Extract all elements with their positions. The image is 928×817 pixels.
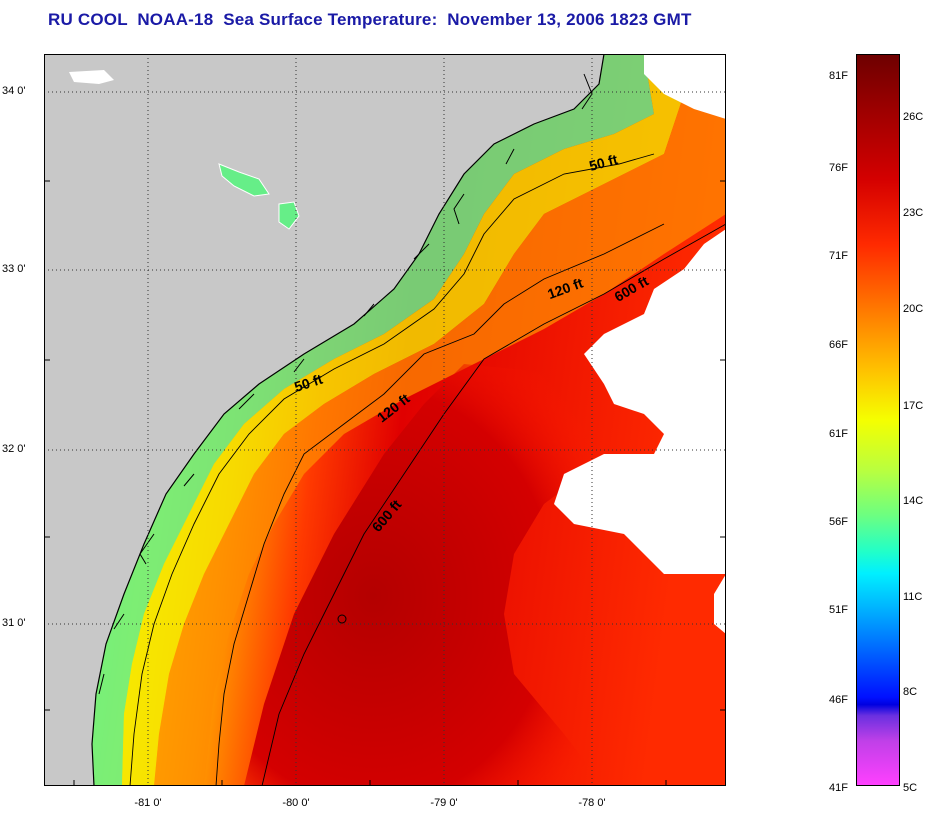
lat-label: 34 0' <box>2 85 26 97</box>
scale-label-fahrenheit: 66F <box>829 339 848 351</box>
scale-label-fahrenheit: 41F <box>829 782 848 794</box>
scale-label-fahrenheit: 76F <box>829 162 848 174</box>
lat-label: 31 0' <box>2 617 26 629</box>
midshelf-band <box>122 54 684 786</box>
map-grid <box>44 54 726 786</box>
nearshore-cool-band <box>92 54 654 786</box>
scale-label-celsius: 11C <box>903 591 923 603</box>
scale-label-fahrenheit: 81F <box>829 70 848 82</box>
lake-3 <box>69 70 114 84</box>
lon-label: -80 0' <box>282 797 310 809</box>
contour-label: 50 ft <box>587 151 619 174</box>
map-frame <box>44 54 726 786</box>
scale-label-fahrenheit: 51F <box>829 604 848 616</box>
color-scale-bar <box>856 54 900 786</box>
scale-label-fahrenheit: 71F <box>829 250 848 262</box>
lake-1 <box>218 163 270 197</box>
scale-label-celsius: 8C <box>903 686 918 698</box>
scale-label-celsius: 26C <box>903 111 924 123</box>
axis-ticks <box>44 180 726 786</box>
lon-label: -81 0' <box>134 797 162 809</box>
contour-600ft <box>261 223 726 786</box>
lat-label: 32 0' <box>2 443 26 455</box>
gulf-stream-core <box>244 364 614 786</box>
sst-map[interactable]: 50 ft 50 ft 120 ft 120 ft 600 ft 600 ft <box>44 54 726 786</box>
cloud-mask-north <box>644 54 726 119</box>
scale-label-celsius: 17C <box>903 400 924 412</box>
lon-label: -79 0' <box>430 797 458 809</box>
cloud-mask-southeast <box>714 574 726 634</box>
lake-2 <box>278 201 300 230</box>
coastline <box>91 54 605 786</box>
scale-label-fahrenheit: 56F <box>829 516 848 528</box>
scale-label-fahrenheit: 46F <box>829 694 848 706</box>
cloud-mask-east <box>554 229 726 574</box>
lat-label: 33 0' <box>2 263 26 275</box>
station-marker <box>337 614 347 624</box>
scale-label-celsius: 23C <box>903 207 924 219</box>
contour-120ft <box>215 223 665 786</box>
scale-label-celsius: 5C <box>903 782 918 794</box>
scale-label-celsius: 14C <box>903 495 924 507</box>
lon-label: -78 0' <box>578 797 606 809</box>
contour-50ft <box>129 153 655 786</box>
page-title: RU COOL NOAA-18 Sea Surface Temperature:… <box>48 10 692 29</box>
scale-label-fahrenheit: 61F <box>829 428 848 440</box>
scale-label-celsius: 20C <box>903 303 924 315</box>
outer-shelf-band <box>154 94 726 786</box>
